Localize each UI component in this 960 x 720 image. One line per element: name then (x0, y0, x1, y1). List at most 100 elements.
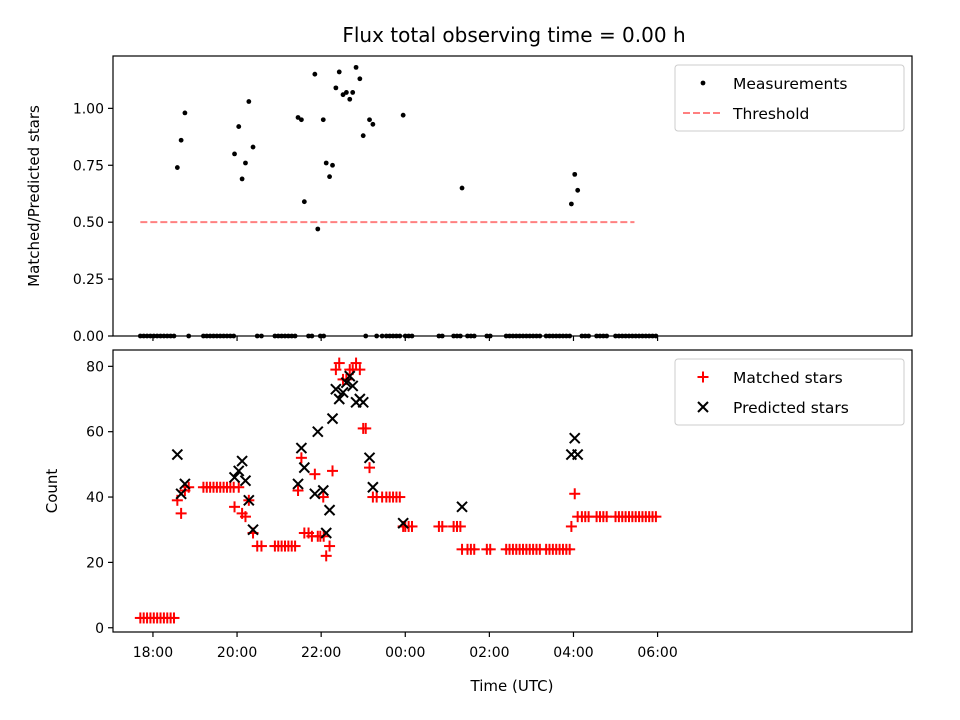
predicted-point-b (363, 452, 376, 464)
predicted-point-b (171, 448, 184, 461)
matched-point (289, 540, 301, 552)
legend-box (674, 64, 905, 132)
measurement-point (239, 176, 245, 182)
predicted-point-b (337, 386, 349, 399)
measurement-point (174, 165, 180, 170)
measurement-point (370, 121, 376, 127)
matched-point (650, 511, 662, 523)
top-y-axis-label: Matched/Predicted stars (25, 105, 43, 287)
legend-marker-dot (700, 80, 706, 86)
matched-point (320, 550, 332, 562)
top-axes-frame (112, 55, 913, 337)
measurement-point (572, 171, 578, 177)
x-tick-label: 20:00 (217, 645, 257, 661)
predicted-point-b (236, 455, 248, 467)
predicted-point (340, 376, 353, 389)
predicted-point-b (247, 524, 259, 536)
matched-point (330, 364, 342, 376)
predicted-point-b (323, 504, 336, 516)
measurement-point (330, 162, 335, 168)
measurement-point (340, 92, 346, 98)
measurement-point (336, 69, 342, 75)
top-y-tick-label: 0.00 (73, 329, 104, 345)
bottom-y-tick-label: 40 (86, 490, 104, 506)
predicted-point-b (326, 412, 339, 425)
predicted-point-b (295, 442, 308, 454)
matched-point (309, 468, 321, 480)
matched-point (406, 520, 418, 532)
predicted-point-b (357, 396, 369, 408)
predicted-point (363, 452, 376, 464)
predicted-point (367, 481, 379, 493)
matched-point (317, 491, 329, 503)
predicted-point (312, 425, 324, 438)
predicted-point-b (330, 383, 342, 395)
matched-point (333, 357, 345, 369)
predicted-point (179, 478, 191, 490)
top-y-tick-label: 1.00 (73, 101, 104, 117)
top-y-tick-label: 0.50 (73, 215, 104, 231)
matched-point (350, 357, 362, 369)
measurement-point (298, 117, 304, 123)
matched-point (229, 501, 241, 513)
x-tick-label: 06:00 (637, 645, 677, 661)
predicted-point-b (292, 478, 304, 490)
matched-point (327, 465, 339, 477)
predicted-point-b (243, 494, 255, 507)
predicted-point (233, 465, 245, 477)
predicted-point-b (228, 471, 241, 484)
predicted-point (239, 474, 252, 487)
predicted-point-b (317, 484, 329, 497)
x-tick-label: 18:00 (133, 645, 173, 661)
bottom-y-tick-label: 80 (86, 359, 104, 375)
measurement-point (312, 71, 318, 77)
matched-point (564, 543, 576, 555)
matched-point (255, 540, 267, 552)
legend-label: Measurements (733, 75, 848, 93)
predicted-point (292, 478, 304, 490)
predicted-point (397, 517, 409, 529)
matched-point (468, 543, 480, 555)
measurement-point (459, 185, 465, 191)
legend-box (674, 358, 905, 426)
matched-point (324, 540, 336, 552)
predicted-point (247, 524, 259, 536)
measurement-point (333, 85, 339, 91)
measurement-point (320, 117, 326, 123)
predicted-point (330, 383, 342, 395)
predicted-point (333, 393, 345, 405)
predicted-point-b (333, 393, 345, 405)
predicted-point (326, 412, 339, 425)
bottom-y-tick-label: 0 (95, 621, 104, 637)
measurement-point (568, 201, 574, 207)
predicted-point-b (179, 478, 191, 490)
chart-title: Flux total observing time = 0.00 h (342, 23, 685, 47)
x-tick-label: 00:00 (385, 645, 425, 661)
matched-point (360, 422, 372, 434)
bottom-y-tick-label: 60 (86, 425, 104, 441)
top-y-tick-label: 0.25 (73, 272, 104, 288)
predicted-point-b (397, 517, 409, 529)
predicted-point (346, 380, 359, 392)
measurement-point (315, 226, 321, 232)
predicted-point-b (344, 370, 356, 382)
matched-point (484, 543, 496, 555)
matched-point (292, 485, 304, 497)
predicted-point-b (239, 474, 252, 487)
matched-point (394, 491, 406, 503)
predicted-point-b (569, 432, 581, 444)
predicted-point-b (320, 527, 332, 539)
predicted-point-b (175, 488, 187, 500)
measurement-point (327, 174, 332, 180)
top-chart-group: 0.00 0.25 0.50 0.75 1.00 Measurements Threshol… (73, 55, 913, 345)
bottom-series-predicted-stars (171, 370, 584, 539)
measurement-point (357, 76, 363, 82)
predicted-point (357, 396, 369, 408)
predicted-point (344, 370, 356, 382)
measurement-point (250, 144, 256, 150)
matched-point (454, 520, 466, 532)
bottom-axes-frame (112, 349, 913, 633)
matched-point (175, 507, 187, 519)
predicted-point (243, 494, 255, 507)
predicted-point (228, 471, 241, 484)
